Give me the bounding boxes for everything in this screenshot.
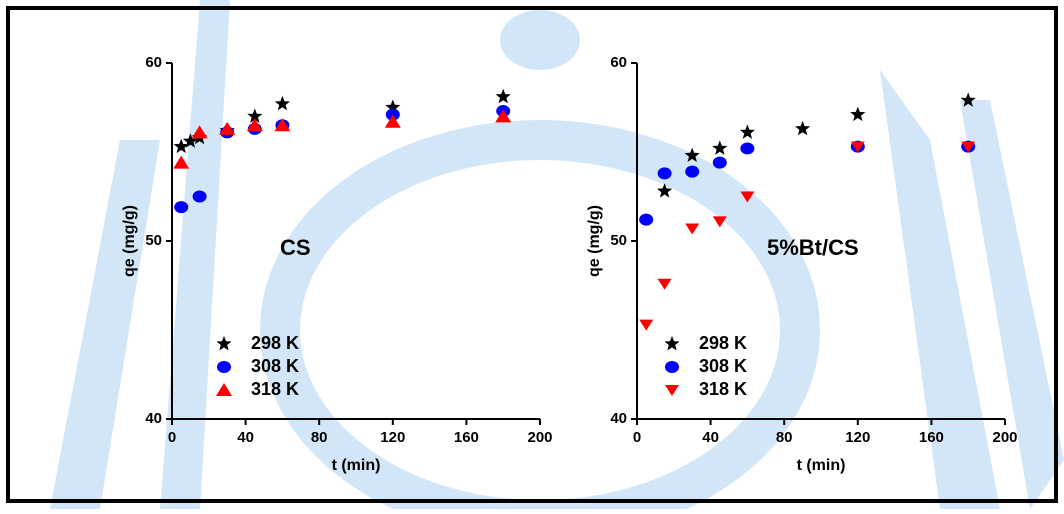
x-tick-label: 160	[919, 429, 944, 446]
y-tick-label: 40	[145, 410, 162, 427]
y-tick-label: 50	[145, 232, 162, 249]
marker-circle	[685, 165, 700, 178]
marker-star	[712, 140, 728, 155]
marker-star	[216, 336, 232, 351]
y-tick-label: 40	[610, 410, 627, 427]
marker-triangle	[961, 141, 976, 153]
y-axis-label: qe (mg/g)	[121, 205, 138, 277]
marker-circle	[192, 190, 207, 203]
x-tick-label: 120	[380, 429, 405, 446]
marker-triangle	[495, 109, 512, 123]
marker-star	[657, 183, 673, 198]
x-tick-label: 200	[527, 429, 552, 446]
marker-triangle	[173, 155, 190, 169]
annotation: 5%Bt/CS	[767, 235, 859, 260]
legend-label: 308 K	[251, 356, 299, 376]
marker-star	[247, 108, 263, 123]
legend-label: 318 K	[699, 379, 747, 399]
marker-triangle	[685, 223, 700, 235]
marker-circle	[174, 201, 189, 214]
y-tick-label: 60	[145, 54, 162, 71]
x-tick-label: 200	[992, 429, 1017, 446]
x-tick-label: 40	[237, 429, 254, 446]
y-tick-label: 50	[610, 232, 627, 249]
marker-triangle	[219, 121, 236, 135]
marker-star	[182, 133, 198, 148]
x-tick-label: 80	[311, 429, 328, 446]
marker-triangle	[191, 125, 208, 139]
marker-circle	[665, 361, 679, 373]
y-tick-label: 60	[610, 54, 627, 71]
marker-triangle	[216, 383, 232, 396]
marker-circle	[657, 167, 672, 180]
marker-star	[173, 138, 189, 154]
legend-label: 318 K	[251, 379, 299, 399]
frame	[6, 6, 1058, 503]
marker-star	[495, 88, 511, 104]
marker-star	[385, 99, 401, 114]
legend-label: 298 K	[699, 333, 747, 353]
marker-triangle	[384, 114, 401, 128]
y-axis-label: qe (mg/g)	[586, 205, 603, 277]
watermark	[50, 0, 1064, 514]
marker-star	[795, 120, 811, 136]
marker-star	[960, 92, 976, 107]
x-tick-label: 0	[633, 429, 641, 446]
marker-circle	[217, 361, 231, 373]
marker-star	[274, 95, 290, 111]
x-tick-label: 40	[702, 429, 719, 446]
marker-triangle	[657, 278, 672, 290]
marker-triangle	[665, 385, 679, 396]
marker-circle	[639, 213, 654, 226]
annotation: CS	[280, 235, 311, 260]
marker-star	[684, 147, 700, 162]
legend-label: 308 K	[699, 356, 747, 376]
marker-circle	[740, 142, 755, 155]
x-tick-label: 120	[845, 429, 870, 446]
marker-circle	[385, 108, 400, 121]
marker-circle	[712, 156, 727, 169]
marker-triangle	[246, 118, 263, 132]
marker-star	[664, 336, 680, 351]
marker-star	[850, 106, 866, 122]
marker-triangle	[740, 191, 755, 203]
x-tick-label: 80	[776, 429, 793, 446]
x-tick-label: 0	[168, 429, 176, 446]
marker-triangle	[639, 319, 654, 331]
marker-triangle	[850, 141, 865, 153]
marker-triangle	[712, 216, 727, 228]
legend-label: 298 K	[251, 333, 299, 353]
x-tick-label: 160	[454, 429, 479, 446]
marker-star	[739, 124, 755, 139]
marker-triangle	[274, 118, 291, 132]
x-axis-label: t (min)	[797, 457, 846, 474]
x-axis-label: t (min)	[332, 457, 381, 474]
